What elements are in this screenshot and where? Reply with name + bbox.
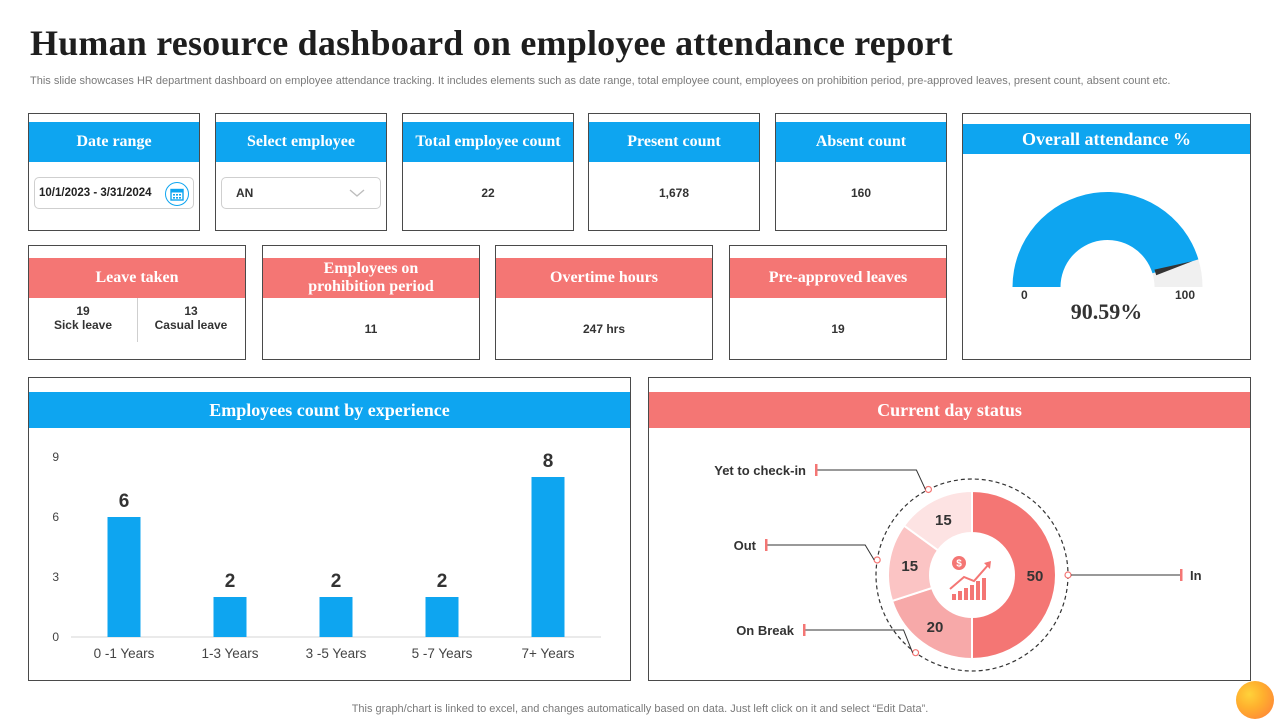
callout-dot	[911, 649, 920, 657]
sick-leave-stat: 19 Sick leave	[29, 304, 137, 332]
current-day-donut-chart: 50 20 15 15 $ In On Break Out Yet to check-in	[714, 463, 1202, 672]
donut-slice	[971, 489, 1057, 661]
decorative-circle	[1236, 681, 1274, 719]
calendar-icon[interactable]	[165, 182, 189, 206]
overall-attendance-card: Overall attendance % 0 100 90.59%	[962, 113, 1251, 360]
sick-leave-label: Sick leave	[53, 318, 113, 332]
gauge-percent-value: 90.59%	[1070, 299, 1143, 324]
callout-tick	[765, 539, 768, 551]
callout-tick	[1180, 569, 1183, 581]
bar-value-label: 8	[543, 451, 554, 472]
gauge-needle	[1154, 261, 1193, 276]
date-range-header: Date range	[29, 122, 199, 162]
chevron-down-icon	[349, 189, 365, 197]
leave-taken-card: Leave taken 19 Sick leave 13 Casual leav…	[28, 245, 246, 360]
leave-divider	[137, 298, 138, 342]
prohibition-card: Employees on prohibition period 11	[262, 245, 480, 360]
callout-dot	[1064, 571, 1072, 579]
donut-slice	[902, 489, 973, 552]
present-count-card: Present count 1,678	[588, 113, 760, 231]
y-tick-label: 9	[52, 450, 59, 464]
absent-count-value: 160	[850, 186, 872, 200]
prohibition-header: Employees on prohibition period	[263, 258, 479, 298]
current-day-status-title: Current day status	[649, 392, 1250, 428]
gauge-remainder-arc	[1152, 259, 1203, 287]
bar	[319, 597, 353, 637]
preapproved-card: Pre-approved leaves 19	[729, 245, 947, 360]
total-employee-value: 22	[481, 186, 495, 200]
x-tick-label: 0 -1 Years	[94, 646, 155, 661]
bar-value-label: 6	[119, 491, 130, 512]
total-employee-card: Total employee count 22	[402, 113, 574, 231]
experience-chart-card: Employees count by experience 0 3 6 9 6 0 -1 …	[28, 377, 631, 681]
callout-label: On Break	[736, 623, 795, 638]
callout-dot	[873, 556, 881, 564]
footnote: This graph/chart is linked to excel, and…	[351, 703, 929, 715]
casual-leave-label: Casual leave	[154, 318, 228, 332]
y-tick-label: 6	[52, 510, 59, 524]
select-employee-card: Select employee AN	[215, 113, 387, 231]
select-employee-header: Select employee	[216, 122, 386, 162]
experience-chart-title: Employees count by experience	[29, 392, 630, 428]
employee-select[interactable]: AN	[221, 177, 381, 209]
y-tick-label: 3	[52, 570, 59, 584]
callout-line	[766, 544, 875, 561]
callout-line	[804, 629, 914, 653]
x-tick-label: 3 -5 Years	[306, 646, 367, 661]
callout-tick	[815, 464, 818, 476]
overall-attendance-header: Overall attendance %	[963, 124, 1250, 154]
present-count-value: 1,678	[658, 186, 690, 200]
date-range-picker[interactable]: 10/1/2023 - 3/31/2024	[34, 177, 194, 209]
page-subtitle: This slide showcases HR department dashb…	[30, 75, 1171, 87]
bar	[531, 477, 565, 637]
casual-leave-value: 13	[184, 304, 198, 318]
attendance-gauge	[1012, 191, 1203, 287]
gauge-max-label: 100	[1175, 288, 1196, 302]
present-count-header: Present count	[589, 122, 759, 162]
experience-bar-chart: 0 3 6 9 6 0 -1 Years 2 1-3 Years 2 3 -5 Years 2 5 -…	[52, 450, 601, 661]
casual-leave-stat: 13 Casual leave	[137, 304, 245, 332]
callout-label: Yet to check-in	[714, 463, 806, 478]
overtime-header: Overtime hours	[496, 258, 712, 298]
x-tick-label: 7+ Years	[522, 646, 575, 661]
gauge-value-arc	[1012, 191, 1199, 287]
total-employee-header: Total employee count	[403, 122, 573, 162]
preapproved-header: Pre-approved leaves	[730, 258, 946, 298]
bar-value-label: 2	[331, 571, 342, 592]
leave-taken-header: Leave taken	[29, 258, 245, 298]
bar-value-label: 2	[437, 571, 448, 592]
slice-value-label: 15	[901, 558, 918, 575]
absent-count-card: Absent count 160	[775, 113, 947, 231]
money-growth-icon: $	[949, 556, 991, 600]
callout-line	[816, 469, 926, 490]
x-tick-label: 1-3 Years	[201, 646, 258, 661]
slice-value-label: 15	[935, 512, 952, 529]
x-tick-label: 5 -7 Years	[412, 646, 473, 661]
bar	[213, 597, 247, 637]
current-day-status-card: Current day status 50 20 15 15 $ In On Break Ou…	[648, 377, 1251, 681]
bar-value-label: 2	[225, 571, 236, 592]
callout-label: Out	[734, 538, 757, 553]
gauge-min-label: 0	[1021, 288, 1028, 302]
svg-text:$: $	[956, 559, 962, 570]
slice-value-label: 20	[927, 619, 944, 636]
overtime-card: Overtime hours 247 hrs	[495, 245, 713, 360]
overtime-value: 247 hrs	[582, 322, 626, 336]
date-range-value: 10/1/2023 - 3/31/2024	[39, 187, 152, 199]
y-tick-label: 0	[52, 630, 59, 644]
page-title: Human resource dashboard on employee att…	[30, 23, 953, 63]
slice-value-label: 50	[1027, 568, 1044, 585]
preapproved-value: 19	[831, 322, 845, 336]
callout-tick	[803, 624, 806, 636]
employee-select-value: AN	[236, 186, 254, 200]
date-range-card: Date range 10/1/2023 - 3/31/2024	[28, 113, 200, 231]
prohibition-value: 11	[364, 322, 378, 336]
callout-dot	[924, 485, 933, 494]
bar	[425, 597, 459, 637]
bar	[107, 517, 141, 637]
absent-count-header: Absent count	[776, 122, 946, 162]
sick-leave-value: 19	[76, 304, 90, 318]
callout-label: In	[1190, 568, 1202, 583]
